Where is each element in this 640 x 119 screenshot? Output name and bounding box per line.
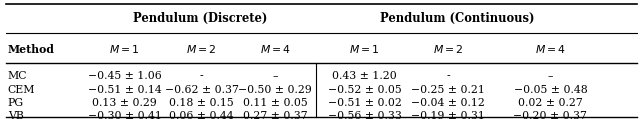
Text: Method: Method bbox=[8, 44, 54, 55]
Text: 0.11 ± 0.05: 0.11 ± 0.05 bbox=[243, 98, 308, 108]
Text: −0.04 ± 0.12: −0.04 ± 0.12 bbox=[411, 98, 485, 108]
Text: −0.51 ± 0.14: −0.51 ± 0.14 bbox=[88, 85, 162, 95]
Text: −0.30 ± 0.41: −0.30 ± 0.41 bbox=[88, 111, 162, 119]
Text: −0.52 ± 0.05: −0.52 ± 0.05 bbox=[328, 85, 402, 95]
Text: CEM: CEM bbox=[8, 85, 35, 95]
Text: -: - bbox=[446, 71, 450, 81]
Text: −0.25 ± 0.21: −0.25 ± 0.21 bbox=[411, 85, 485, 95]
Text: $M=2$: $M=2$ bbox=[433, 43, 463, 55]
Text: –: – bbox=[273, 71, 278, 81]
Text: Pendulum (Continuous): Pendulum (Continuous) bbox=[380, 12, 535, 25]
Text: $M=1$: $M=1$ bbox=[109, 43, 140, 55]
Text: 0.13 ± 0.29: 0.13 ± 0.29 bbox=[92, 98, 157, 108]
Text: −0.45 ± 1.06: −0.45 ± 1.06 bbox=[88, 71, 162, 81]
Text: PG: PG bbox=[8, 98, 24, 108]
Text: $M=2$: $M=2$ bbox=[186, 43, 217, 55]
Text: MC: MC bbox=[8, 71, 27, 81]
Text: $M=4$: $M=4$ bbox=[535, 43, 566, 55]
Text: 0.18 ± 0.15: 0.18 ± 0.15 bbox=[169, 98, 234, 108]
Text: −0.56 ± 0.33: −0.56 ± 0.33 bbox=[328, 111, 402, 119]
Text: -: - bbox=[200, 71, 204, 81]
Text: −0.62 ± 0.37: −0.62 ± 0.37 bbox=[164, 85, 239, 95]
Text: $M=1$: $M=1$ bbox=[349, 43, 380, 55]
Text: 0.27 ± 0.37: 0.27 ± 0.37 bbox=[243, 111, 307, 119]
Text: −0.20 ± 0.37: −0.20 ± 0.37 bbox=[513, 111, 588, 119]
Text: −0.50 ± 0.29: −0.50 ± 0.29 bbox=[238, 85, 312, 95]
Text: −0.19 ± 0.31: −0.19 ± 0.31 bbox=[411, 111, 485, 119]
Text: Pendulum (Discrete): Pendulum (Discrete) bbox=[133, 12, 267, 25]
Text: VB: VB bbox=[8, 111, 24, 119]
Text: 0.43 ± 1.20: 0.43 ± 1.20 bbox=[332, 71, 397, 81]
Text: −0.05 ± 0.48: −0.05 ± 0.48 bbox=[513, 85, 588, 95]
Text: 0.02 ± 0.27: 0.02 ± 0.27 bbox=[518, 98, 583, 108]
Text: $M=4$: $M=4$ bbox=[260, 43, 291, 55]
Text: 0.06 ± 0.44: 0.06 ± 0.44 bbox=[170, 111, 234, 119]
Text: −0.51 ± 0.02: −0.51 ± 0.02 bbox=[328, 98, 402, 108]
Text: –: – bbox=[548, 71, 553, 81]
